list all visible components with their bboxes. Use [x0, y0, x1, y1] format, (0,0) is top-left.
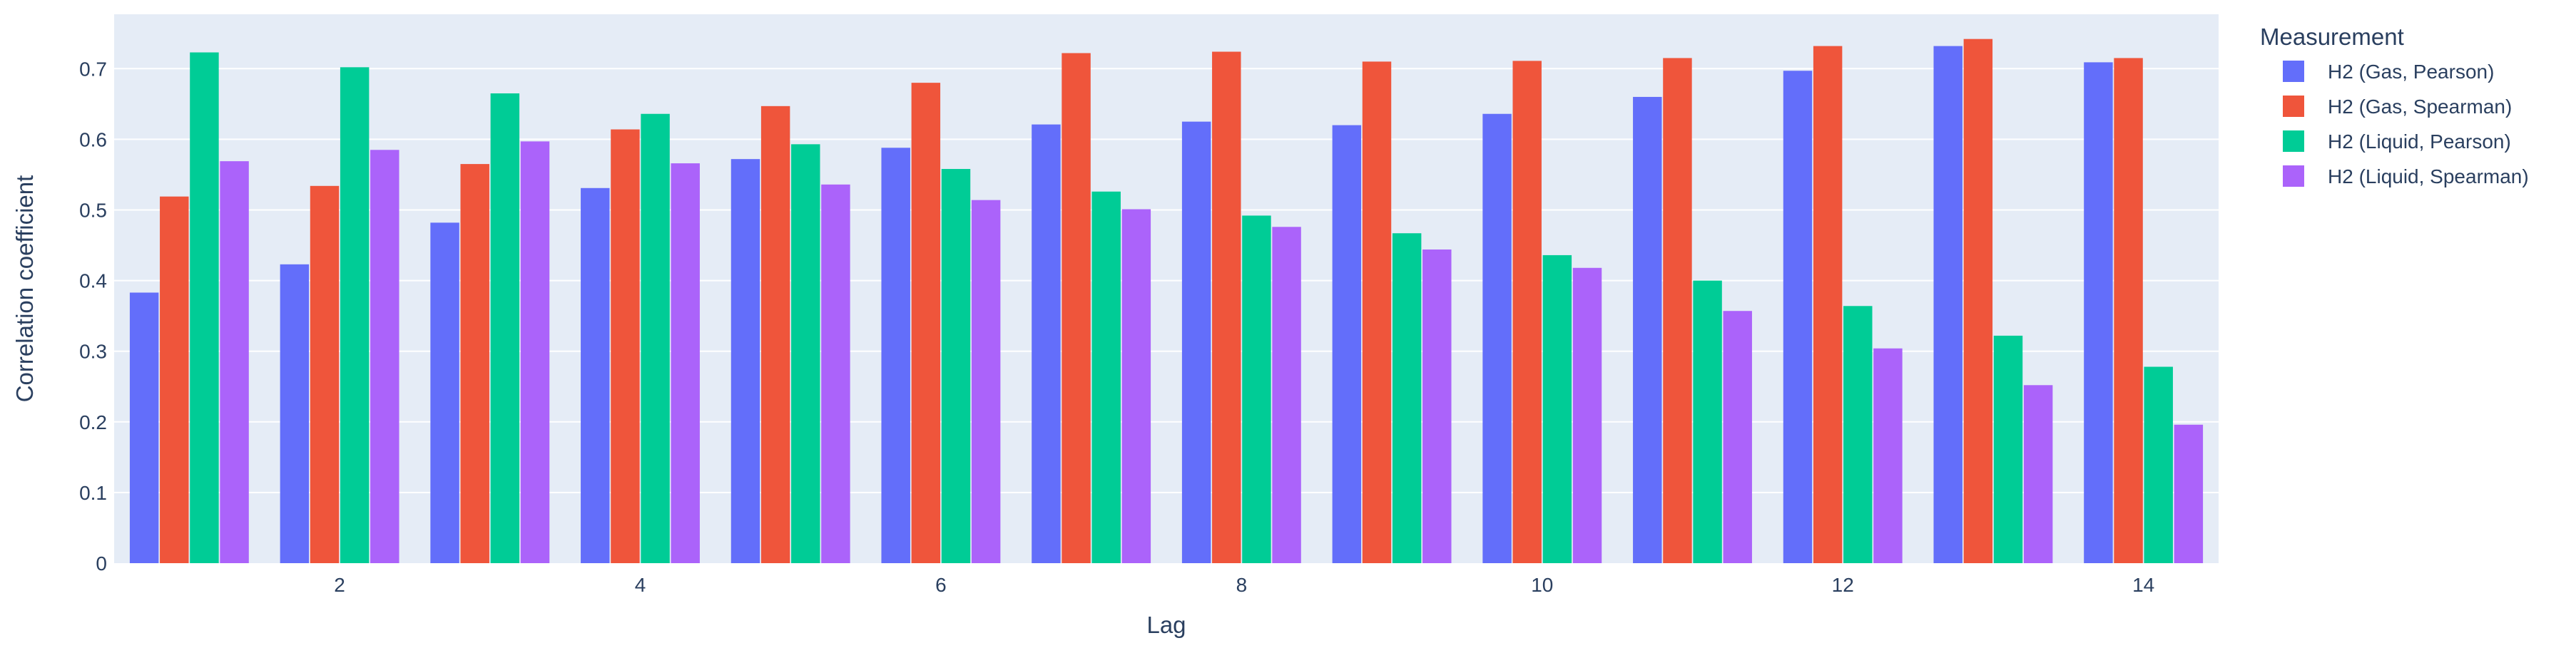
bar[interactable] [1993, 335, 2023, 563]
y-axis-title: Correlation coefficient [11, 175, 38, 403]
bar[interactable] [220, 161, 249, 564]
legend-label: H2 (Gas, Pearson) [2328, 61, 2494, 83]
x-axis-title: Lag [1146, 612, 1186, 638]
bar[interactable] [1873, 348, 1903, 563]
bar[interactable] [821, 184, 850, 563]
bar[interactable] [1813, 46, 1843, 563]
x-tick-label: 2 [334, 574, 345, 596]
legend-item[interactable]: H2 (Gas, Spearman) [2283, 96, 2512, 118]
legend-label: H2 (Gas, Spearman) [2328, 96, 2512, 118]
bar[interactable] [1693, 280, 1722, 563]
x-tick-label: 8 [1236, 574, 1248, 596]
plot-area [114, 14, 2219, 563]
legend-label: H2 (Liquid, Spearman) [2328, 165, 2529, 187]
bar[interactable] [1963, 38, 1993, 563]
bar[interactable] [1181, 121, 1211, 564]
y-tick-label: 0.2 [79, 411, 107, 433]
bar[interactable] [1091, 191, 1121, 563]
x-tick-labels: 2 4 6 8 10 12 14 [334, 574, 2154, 596]
bar-series [220, 141, 2204, 564]
legend-swatch [2283, 165, 2304, 187]
bar[interactable] [881, 148, 910, 563]
bar[interactable] [1572, 267, 1602, 563]
legend-swatch [2283, 130, 2304, 152]
legend-item[interactable]: H2 (Gas, Pearson) [2283, 61, 2494, 83]
bar[interactable] [1723, 311, 1752, 563]
y-tick-labels: 0 0.1 0.2 0.3 0.4 0.5 0.6 0.7 [79, 58, 107, 575]
bar[interactable] [370, 150, 399, 563]
bar[interactable] [1242, 215, 1271, 563]
bar[interactable] [520, 141, 550, 564]
legend-swatch [2283, 61, 2304, 82]
bar[interactable] [1783, 71, 1813, 563]
bar[interactable] [1482, 113, 1512, 563]
bar[interactable] [460, 164, 489, 563]
bar[interactable] [430, 222, 459, 563]
bar[interactable] [1392, 233, 1422, 563]
bar[interactable] [911, 83, 941, 564]
legend[interactable]: Measurement H2 (Gas, Pearson) H2 (Gas, Sp… [2260, 24, 2529, 187]
bar[interactable] [1212, 51, 1241, 563]
bar[interactable] [2174, 424, 2204, 563]
bar[interactable] [1032, 124, 1061, 563]
bar[interactable] [1422, 250, 1452, 563]
bars [129, 38, 2204, 564]
bar-series [160, 38, 2143, 564]
y-tick-label: 0.3 [79, 341, 107, 363]
bar[interactable] [1512, 61, 1542, 564]
x-tick-label: 10 [1531, 574, 1553, 596]
x-tick-label: 4 [635, 574, 646, 596]
bar[interactable] [310, 185, 340, 564]
bar[interactable] [641, 113, 670, 563]
bar[interactable] [1362, 61, 1392, 564]
legend-swatch [2283, 96, 2304, 117]
legend-item[interactable]: H2 (Liquid, Spearman) [2283, 165, 2529, 187]
y-tick-label: 0.7 [79, 58, 107, 80]
bar[interactable] [611, 129, 640, 564]
bar[interactable] [971, 200, 1001, 563]
bar[interactable] [160, 196, 189, 564]
bar[interactable] [941, 169, 971, 563]
bar[interactable] [1633, 96, 1662, 564]
bar[interactable] [791, 144, 820, 563]
x-tick-label: 14 [2132, 574, 2154, 596]
bar[interactable] [1332, 125, 1362, 564]
bar[interactable] [671, 163, 700, 563]
x-tick-label: 6 [935, 574, 947, 596]
bar[interactable] [280, 264, 310, 563]
bar[interactable] [1933, 46, 1962, 563]
bar[interactable] [129, 292, 159, 563]
legend-item[interactable]: H2 (Liquid, Pearson) [2283, 130, 2511, 153]
bar[interactable] [581, 187, 610, 563]
bar[interactable] [1843, 306, 1873, 563]
bar[interactable] [490, 93, 520, 564]
y-tick-label: 0.6 [79, 128, 107, 150]
bar[interactable] [1272, 227, 1301, 563]
x-tick-label: 12 [1832, 574, 1854, 596]
bar[interactable] [1062, 53, 1091, 563]
legend-items[interactable]: H2 (Gas, Pearson) H2 (Gas, Spearman) H2 (L… [2283, 61, 2529, 187]
legend-title: Measurement [2260, 24, 2404, 50]
bar[interactable] [2023, 385, 2053, 563]
bar[interactable] [1121, 209, 1151, 563]
y-tick-label: 0.4 [79, 270, 107, 292]
legend-label: H2 (Liquid, Pearson) [2328, 130, 2511, 153]
bar[interactable] [2114, 58, 2143, 563]
bar[interactable] [760, 106, 790, 563]
y-tick-label: 0.1 [79, 482, 107, 504]
bar-series [129, 46, 2113, 564]
bar-series [190, 52, 2173, 564]
y-tick-label: 0.5 [79, 200, 107, 222]
bar[interactable] [340, 67, 370, 563]
y-tick-label: 0 [96, 552, 107, 575]
bar[interactable] [2144, 366, 2173, 563]
bar[interactable] [730, 159, 760, 564]
bar[interactable] [2084, 62, 2113, 563]
bar[interactable] [190, 52, 219, 564]
bar[interactable] [1542, 254, 1572, 563]
bar[interactable] [1663, 58, 1692, 563]
